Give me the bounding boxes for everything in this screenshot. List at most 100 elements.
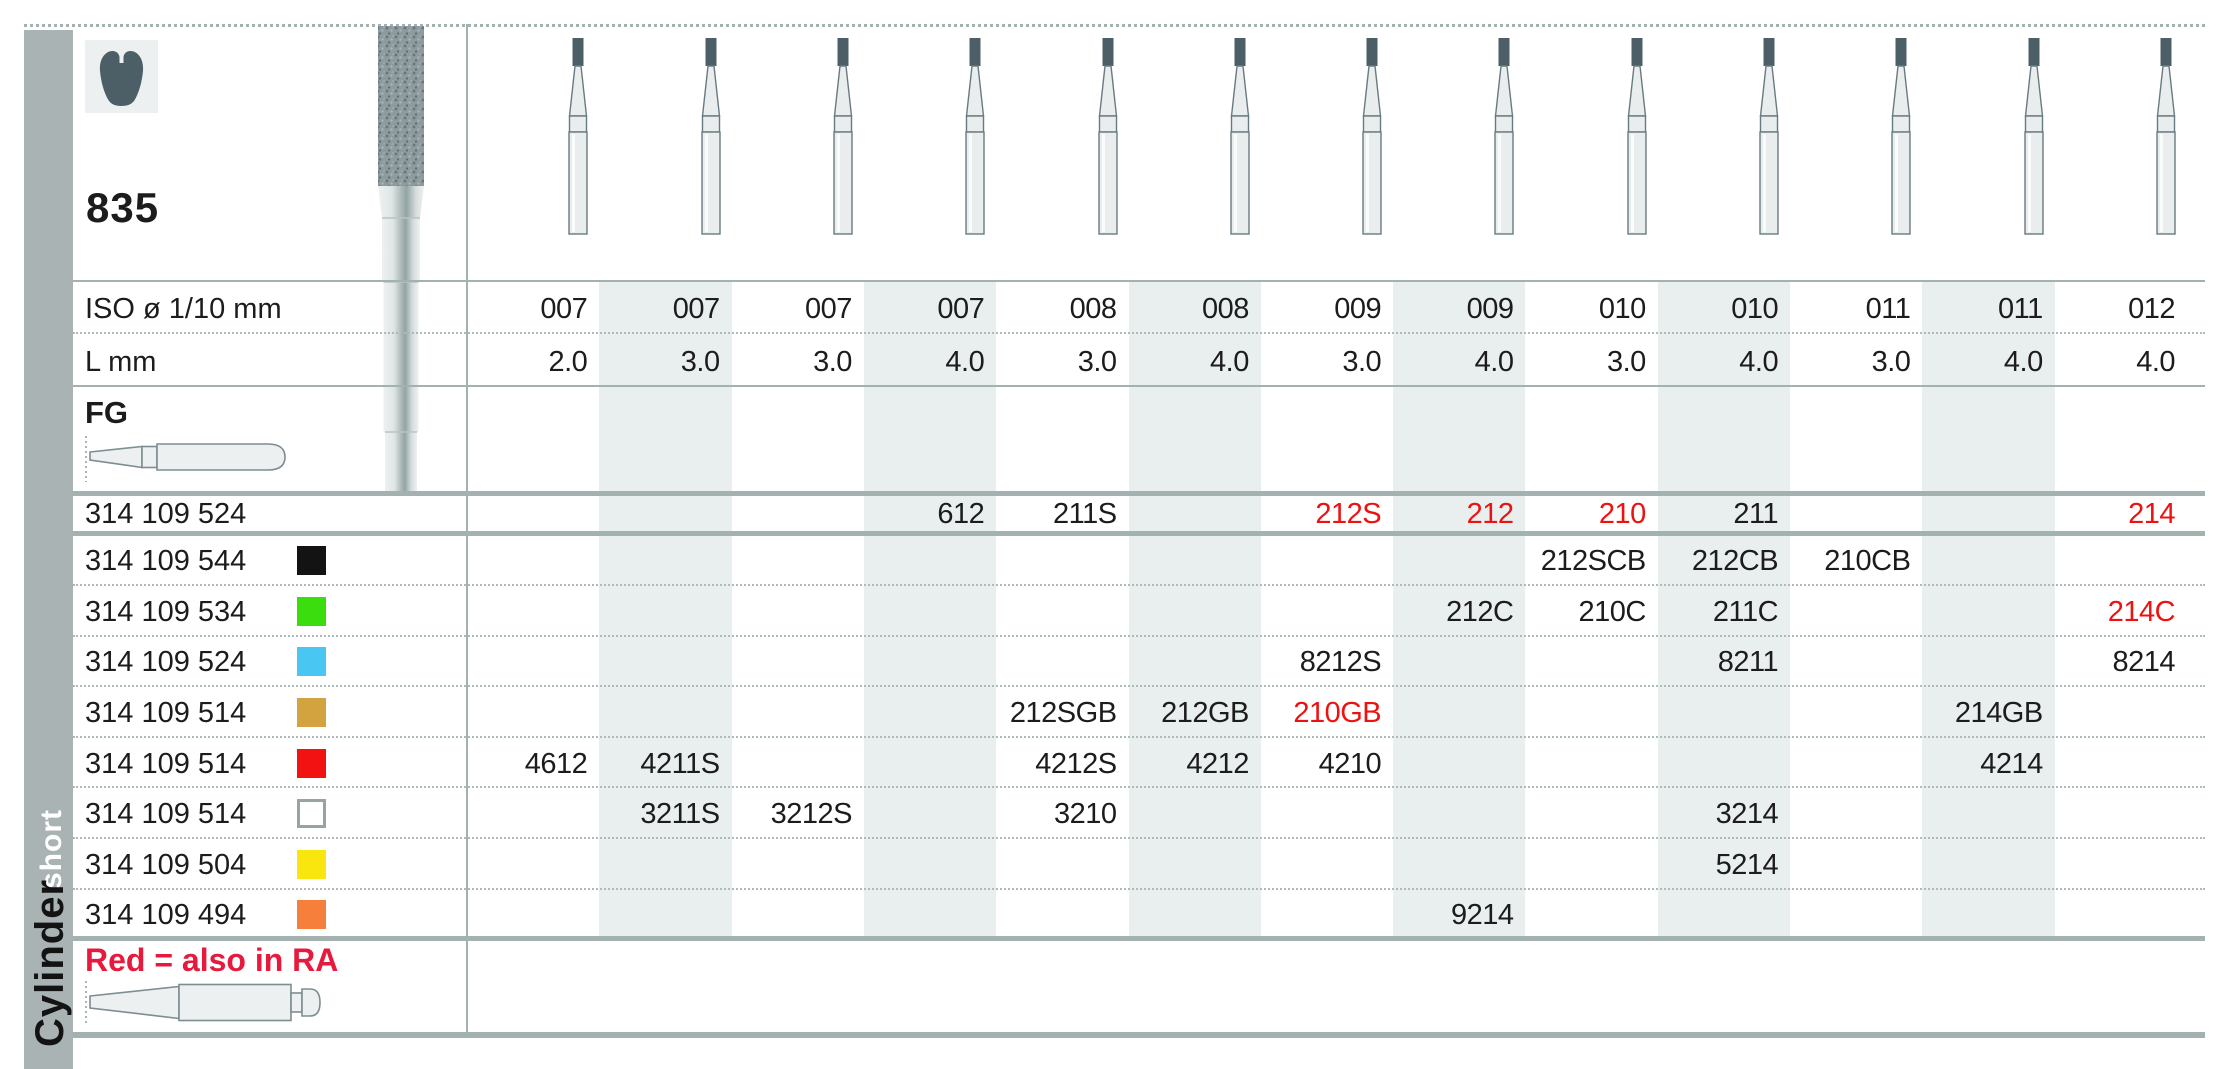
- product-cell: 212GB: [1161, 697, 1249, 729]
- diamond-bur-icon: [965, 38, 985, 235]
- product-cell: 4214: [1980, 748, 2043, 780]
- iso-value: 007: [540, 293, 588, 325]
- diamond-bur-large-icon: [378, 26, 424, 492]
- product-cell: 212C: [1446, 596, 1514, 628]
- length-value: 3.0: [1871, 346, 1911, 378]
- product-cell: 212SCB: [1540, 545, 1647, 577]
- diamond-bur-icon-holder: [1227, 36, 1253, 236]
- column-band: [1393, 282, 1526, 936]
- length-value: 3.0: [1606, 346, 1646, 378]
- diamond-bur-icon: [1891, 38, 1912, 235]
- row-dotted-separator: [73, 786, 2205, 788]
- rule-iso-top: [73, 280, 2205, 282]
- legend-red-ra: Red = also in RA: [85, 942, 339, 978]
- length-value: 4.0: [1474, 346, 1514, 378]
- diamond-bur-icon: [1362, 38, 1382, 235]
- product-cell: 211S: [1052, 498, 1117, 530]
- rule-table-bottom: [73, 1032, 2205, 1038]
- product-cell: 612: [937, 498, 985, 530]
- product-code: 314 109 504: [85, 849, 247, 881]
- product-cell: 4211S: [640, 748, 720, 780]
- sidebar-category-label: Cylinder: [28, 878, 72, 1047]
- product-cell: 210C: [1578, 596, 1646, 628]
- diamond-bur-icon-holder: [1624, 36, 1650, 236]
- length-value: 3.0: [680, 346, 720, 378]
- category-sidebar: [24, 30, 73, 1069]
- diamond-bur-icon-holder: [565, 36, 591, 236]
- length-value: 3.0: [813, 346, 852, 378]
- length-value: 2.0: [548, 346, 588, 378]
- rule-row1: [73, 531, 2205, 536]
- diamond-bur-icon-holder: [1756, 36, 1782, 236]
- product-cell: 212SGB: [1009, 697, 1117, 729]
- tooth-crown-cross-section-icon: [99, 51, 144, 106]
- product-cell: 211: [1733, 498, 1779, 530]
- rule-iso-length: [73, 332, 2205, 334]
- product-cell: 3212S: [770, 798, 853, 830]
- product-cell: 214: [2128, 498, 2176, 530]
- diamond-bur-icon: [1097, 38, 1118, 235]
- iso-value: 009: [1466, 293, 1514, 325]
- column-band: [1922, 282, 2055, 936]
- iso-value: 011: [1865, 293, 1911, 325]
- diamond-bur-icon-holder: [1359, 36, 1385, 236]
- column-band: [1657, 282, 1791, 936]
- product-cell: 4212S: [1035, 748, 1117, 780]
- grit-chip-red: [297, 749, 326, 778]
- fg-shank-label: FG: [85, 395, 129, 430]
- iso-value: 007: [937, 293, 985, 325]
- grit-chip-blue: [297, 647, 326, 676]
- product-cell: 210: [1598, 498, 1646, 530]
- product-code: 314 109 494: [85, 899, 247, 931]
- length-value: 4.0: [1739, 346, 1779, 378]
- product-cell: 214GB: [1954, 697, 2043, 729]
- ra-shank-bur-icon: [85, 981, 321, 1025]
- iso-value: 011: [1997, 293, 2043, 325]
- iso-value: 007: [805, 293, 852, 325]
- shape-number: 835: [86, 184, 160, 231]
- shape-profile-box: [85, 40, 158, 113]
- row-dotted-separator: [73, 584, 2205, 586]
- row-dotted-separator: [73, 837, 2205, 839]
- product-cell: 212: [1466, 498, 1514, 530]
- product-code: 314 109 514: [85, 748, 247, 780]
- diamond-bur-icon: [1230, 38, 1250, 235]
- rule-rows-legend: [73, 936, 2205, 941]
- product-cell: 9214: [1450, 899, 1514, 931]
- length-value: 4.0: [2003, 346, 2043, 378]
- row-dotted-separator: [73, 888, 2205, 890]
- grit-chip-white: [297, 799, 326, 828]
- diamond-bur-icon: [700, 38, 721, 235]
- diamond-bur-icon-holder: [1491, 36, 1517, 236]
- diamond-bur-icon: [1627, 38, 1647, 235]
- iso-value: 008: [1069, 293, 1117, 325]
- product-cell: 214C: [2107, 596, 2176, 628]
- product-cell: 8211: [1717, 646, 1779, 678]
- rule-length-fg: [73, 385, 2205, 387]
- row-dotted-separator: [73, 736, 2205, 738]
- iso-diameter-label: ISO ø 1/10 mm: [85, 293, 282, 325]
- iso-value: 010: [1598, 293, 1646, 325]
- diamond-bur-icon-holder: [2153, 36, 2179, 236]
- length-value: 4.0: [2136, 346, 2176, 378]
- diamond-bur-icon-holder: [1095, 36, 1121, 236]
- rule-fg-rows: [73, 491, 2205, 496]
- grit-chip-gold: [297, 698, 326, 727]
- product-cell: 5214: [1715, 849, 1779, 881]
- length-label: L mm: [85, 346, 157, 378]
- iso-value: 007: [672, 293, 720, 325]
- length-value: 3.0: [1077, 346, 1117, 378]
- rule-vertical-divider: [466, 24, 468, 1038]
- product-cell: 212S: [1315, 498, 1382, 530]
- product-cell: 4212: [1186, 748, 1249, 780]
- column-band: [1128, 282, 1261, 936]
- column-band: [863, 282, 997, 936]
- column-band: [599, 282, 732, 936]
- product-cell: 3210: [1054, 798, 1117, 830]
- diamond-bur-icon: [568, 38, 588, 235]
- product-cell: 3211S: [640, 798, 720, 830]
- table-top-dotted-border: [24, 24, 2205, 27]
- product-cell: 210GB: [1293, 697, 1382, 729]
- diamond-bur-icon: [2024, 38, 2044, 235]
